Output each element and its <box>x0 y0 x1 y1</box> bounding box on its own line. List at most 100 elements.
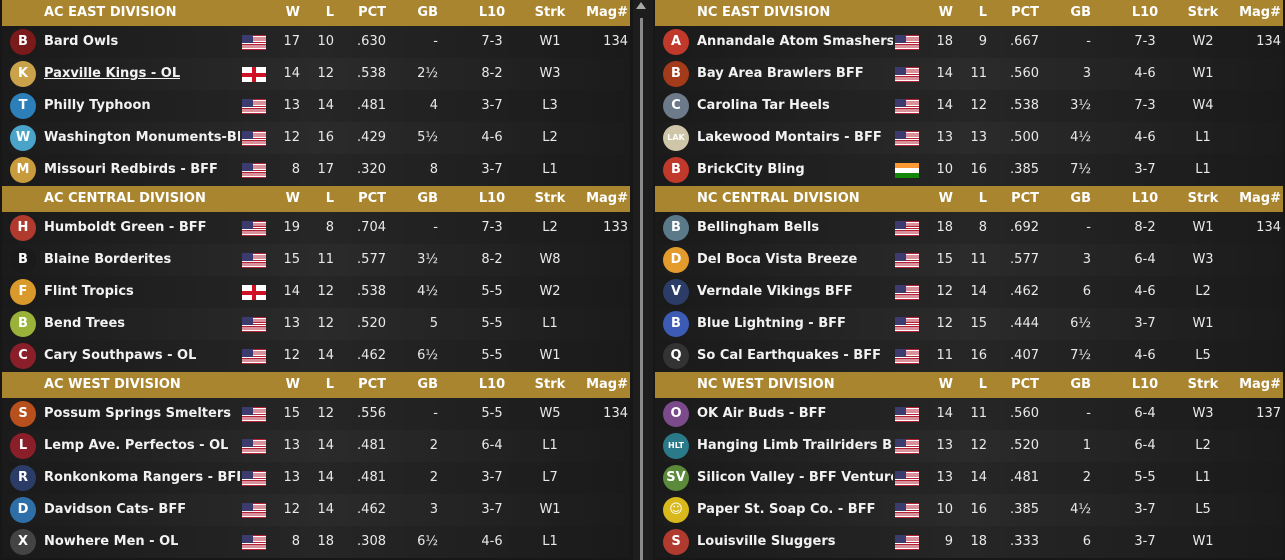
column-header-gb[interactable]: GB <box>417 5 438 20</box>
team-row[interactable]: C Carolina Tar Heels 14 12 .538 3½ 7-3 W4 <box>655 90 1283 122</box>
team-name-link[interactable]: Annandale Atom Smashers-OL <box>697 34 893 49</box>
column-header-pct[interactable]: PCT <box>1011 377 1039 392</box>
column-header-w[interactable]: W <box>938 377 953 392</box>
team-row[interactable]: V Verndale Vikings BFF 12 14 .462 6 4-6 L2 <box>655 276 1283 308</box>
team-row[interactable]: S Possum Springs Smelters 15 12 .556 - 5-5 W5 13… <box>2 398 630 430</box>
team-row[interactable]: F Flint Tropics 14 12 .538 4½ 5-5 W2 <box>2 276 630 308</box>
column-header-w[interactable]: W <box>938 191 953 206</box>
column-header-l[interactable]: L <box>978 191 987 206</box>
column-header-l[interactable]: L <box>978 377 987 392</box>
team-row[interactable]: A Annandale Atom Smashers-OL 18 9 .667 - 7-3 W2… <box>655 26 1283 58</box>
column-header-w[interactable]: W <box>938 5 953 20</box>
team-row[interactable]: L Lemp Ave. Perfectos - OL 13 14 .481 2 6-4 L1 <box>2 430 630 462</box>
column-header-w[interactable]: W <box>285 377 300 392</box>
team-name-link[interactable]: Silicon Valley - BFF Venture Cap <box>697 470 893 485</box>
column-header-pct[interactable]: PCT <box>1011 5 1039 20</box>
scroll-up-arrow-icon[interactable] <box>636 2 646 9</box>
column-header-l[interactable]: L <box>325 377 334 392</box>
column-header-mag[interactable]: Mag# <box>586 377 628 392</box>
column-header-l10[interactable]: L10 <box>1131 377 1159 392</box>
team-row[interactable]: B Blaine Borderites 15 11 .577 3½ 8-2 W8 <box>2 244 630 276</box>
column-header-mag[interactable]: Mag# <box>586 5 628 20</box>
column-header-l10[interactable]: L10 <box>1131 5 1159 20</box>
column-header-strk[interactable]: Strk <box>1187 191 1219 206</box>
team-row[interactable]: W Washington Monuments-BFF 12 16 .429 5½ 4-6 L2 <box>2 122 630 154</box>
team-row[interactable]: X Nowhere Men - OL 8 18 .308 6½ 4-6 L1 <box>2 526 630 558</box>
column-header-strk[interactable]: Strk <box>534 191 566 206</box>
team-row[interactable]: B BrickCity Bling 10 16 .385 7½ 3-7 L1 <box>655 154 1283 186</box>
team-row[interactable]: D Davidson Cats- BFF 12 14 .462 3 3-7 W1 <box>2 494 630 526</box>
column-header-strk[interactable]: Strk <box>534 5 566 20</box>
team-name-link[interactable]: Hanging Limb Trailriders BFF <box>697 438 893 453</box>
team-row[interactable]: B Bard Owls 17 10 .630 - 7-3 W1 134 <box>2 26 630 58</box>
team-row[interactable]: Q So Cal Earthquakes - BFF 11 16 .407 7½ 4-6 L5 <box>655 340 1283 372</box>
column-header-gb[interactable]: GB <box>417 191 438 206</box>
column-header-mag[interactable]: Mag# <box>1239 5 1281 20</box>
team-name-link[interactable]: Carolina Tar Heels <box>697 98 830 113</box>
column-header-strk[interactable]: Strk <box>1187 377 1219 392</box>
team-row[interactable]: SV Silicon Valley - BFF Venture Cap 13 14 .4… <box>655 462 1283 494</box>
column-header-pct[interactable]: PCT <box>358 377 386 392</box>
column-header-gb[interactable]: GB <box>1070 5 1091 20</box>
column-header-l[interactable]: L <box>978 5 987 20</box>
team-name-link[interactable]: Verndale Vikings BFF <box>697 284 853 299</box>
team-row[interactable]: R Ronkonkoma Rangers - BFF 13 14 .481 2 3-7 L7 <box>2 462 630 494</box>
column-header-mag[interactable]: Mag# <box>586 191 628 206</box>
team-row[interactable]: HLT Hanging Limb Trailriders BFF 13 12 .520 1… <box>655 430 1283 462</box>
team-name-link[interactable]: Davidson Cats- BFF <box>44 502 187 517</box>
team-name-link[interactable]: Cary Southpaws - OL <box>44 348 197 363</box>
column-header-l[interactable]: L <box>325 191 334 206</box>
team-name-link[interactable]: Washington Monuments-BFF <box>44 130 240 145</box>
column-header-l10[interactable]: L10 <box>478 377 506 392</box>
team-name-link[interactable]: Bend Trees <box>44 316 126 331</box>
team-row[interactable]: B Bay Area Brawlers BFF 14 11 .560 3 4-6 W1 <box>655 58 1283 90</box>
column-header-mag[interactable]: Mag# <box>1239 191 1281 206</box>
team-name-link[interactable]: Possum Springs Smelters <box>44 406 231 421</box>
column-header-strk[interactable]: Strk <box>1187 5 1219 20</box>
team-name-link[interactable]: Del Boca Vista Breeze <box>697 252 858 267</box>
team-row[interactable]: B Blue Lightning - BFF 12 15 .444 6½ 3-7 W1 <box>655 308 1283 340</box>
team-name-link[interactable]: Paxville Kings - OL <box>44 66 181 81</box>
team-name-link[interactable]: Lakewood Montairs - BFF <box>697 130 882 145</box>
column-header-strk[interactable]: Strk <box>534 377 566 392</box>
team-name-link[interactable]: Louisville Sluggers <box>697 534 836 549</box>
scrollbar[interactable] <box>633 0 653 560</box>
column-header-w[interactable]: W <box>285 191 300 206</box>
column-header-l[interactable]: L <box>325 5 334 20</box>
team-name-link[interactable]: Blue Lightning - BFF <box>697 316 846 331</box>
team-row[interactable]: O OK Air Buds - BFF 14 11 .560 - 6-4 W3 137 <box>655 398 1283 430</box>
team-name-link[interactable]: Bellingham Bells <box>697 220 820 235</box>
team-name-link[interactable]: Missouri Redbirds - BFF <box>44 162 218 177</box>
column-header-l10[interactable]: L10 <box>478 191 506 206</box>
column-header-gb[interactable]: GB <box>1070 191 1091 206</box>
team-name-link[interactable]: Humboldt Green - BFF <box>44 220 207 235</box>
column-header-pct[interactable]: PCT <box>358 5 386 20</box>
column-header-w[interactable]: W <box>285 5 300 20</box>
team-row[interactable]: ☺ Paper St. Soap Co. - BFF 10 16 .385 4½ 3-7 L5 <box>655 494 1283 526</box>
team-name-link[interactable]: Bay Area Brawlers BFF <box>697 66 864 81</box>
team-name-link[interactable]: Bard Owls <box>44 34 119 49</box>
team-row[interactable]: M Missouri Redbirds - BFF 8 17 .320 8 3-7 L1 <box>2 154 630 186</box>
team-row[interactable]: C Cary Southpaws - OL 12 14 .462 6½ 5-5 W1 <box>2 340 630 372</box>
column-header-pct[interactable]: PCT <box>358 191 386 206</box>
team-name-link[interactable]: Nowhere Men - OL <box>44 534 179 549</box>
column-header-l10[interactable]: L10 <box>478 5 506 20</box>
team-name-link[interactable]: So Cal Earthquakes - BFF <box>697 348 881 363</box>
scrollbar-track[interactable] <box>640 18 643 560</box>
column-header-gb[interactable]: GB <box>417 377 438 392</box>
team-name-link[interactable]: Blaine Borderites <box>44 252 172 267</box>
column-header-l10[interactable]: L10 <box>1131 191 1159 206</box>
team-row[interactable]: LAK Lakewood Montairs - BFF 13 13 .500 4½ 4-6 L… <box>655 122 1283 154</box>
column-header-pct[interactable]: PCT <box>1011 191 1039 206</box>
team-row[interactable]: B Bend Trees 13 12 .520 5 5-5 L1 <box>2 308 630 340</box>
team-name-link[interactable]: OK Air Buds - BFF <box>697 406 827 421</box>
column-header-gb[interactable]: GB <box>1070 377 1091 392</box>
team-row[interactable]: B Bellingham Bells 18 8 .692 - 8-2 W1 134 <box>655 212 1283 244</box>
team-name-link[interactable]: Lemp Ave. Perfectos - OL <box>44 438 229 453</box>
team-row[interactable]: D Del Boca Vista Breeze 15 11 .577 3 6-4 W3 <box>655 244 1283 276</box>
team-name-link[interactable]: Flint Tropics <box>44 284 134 299</box>
team-row[interactable]: S Louisville Sluggers 9 18 .333 6 3-7 W1 <box>655 526 1283 558</box>
team-name-link[interactable]: BrickCity Bling <box>697 162 805 177</box>
column-header-mag[interactable]: Mag# <box>1239 377 1281 392</box>
team-row[interactable]: K Paxville Kings - OL 14 12 .538 2½ 8-2 W3 <box>2 58 630 90</box>
